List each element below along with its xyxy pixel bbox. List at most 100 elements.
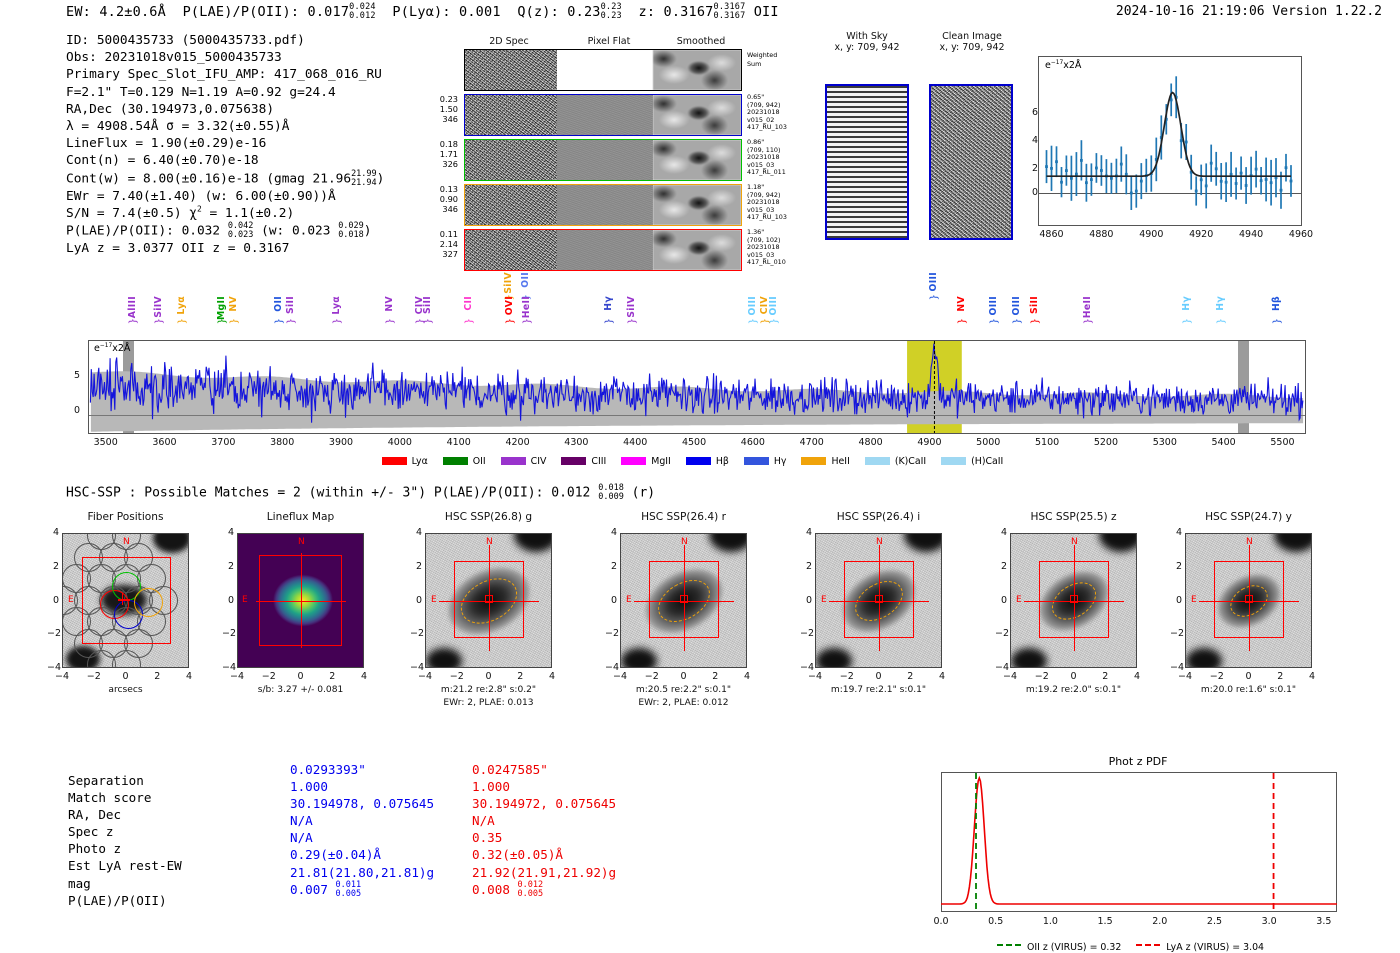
ew-value: 4.2±0.6Å <box>99 4 166 20</box>
spec2d-title-pixelflat: Pixel Flat <box>587 36 631 47</box>
info-ewr: EWr = 7.40(±1.40) (w: 6.00(±0.90))Å <box>66 188 336 204</box>
summary-header: EW: 4.2±0.6Å P(LAE)/P(OII): 0.017 0.024 0.… <box>66 3 779 21</box>
cutout-ytick: 4 <box>1000 527 1007 538</box>
row-label: Match score <box>68 790 152 806</box>
cutout-ytick: −2 <box>47 628 62 640</box>
cutout-xtick: −4 <box>807 671 822 682</box>
legend-dash <box>996 944 1021 946</box>
z-type: OII <box>753 4 779 20</box>
cutout-xtick: −2 <box>86 671 101 682</box>
photz-pdf-panel: Phot z PDF 0.0 0.5 1.0 1.5 2.0 2.5 3.0 3.5 OII … <box>933 755 1343 953</box>
spectrum-legend: Lyα OII CIV CIII MgII Hβ Hγ HeII (K)CaII (H)CaII <box>0 450 1400 469</box>
qz-range: 0.23 0.23 <box>600 2 622 21</box>
photz-xtick: 1.5 <box>1097 916 1113 927</box>
info-primary-amp: Primary Spec_Slot_IFU_AMP: 417_068_016_R… <box>66 67 382 83</box>
legend-label: Hγ <box>773 455 787 467</box>
spectrum-legend-item: Lyα <box>381 456 428 467</box>
cutout-xtick: −2 <box>839 671 854 682</box>
cutout-ytick: 4 <box>610 527 617 538</box>
legend-swatch <box>685 457 711 465</box>
cutout-title: HSC SSP(25.5) z <box>1030 511 1117 523</box>
cutout-ytick: −4 <box>410 662 425 673</box>
spectrum-xtick: 5300 <box>1152 437 1177 448</box>
cutout-ytick: 4 <box>415 527 422 538</box>
info-id: ID: 5000435733 (5000435733.pdf) <box>66 33 305 48</box>
row-value-red: N/A <box>472 813 495 829</box>
cutout-caption: s/b: 3.27 +/- 0.081 <box>257 685 344 695</box>
spectrum-legend-item: Hγ <box>743 455 787 467</box>
spectrum-xtick: 4400 <box>623 437 648 448</box>
cutout-ytick: 0 <box>805 594 812 606</box>
spectrum-legend-item: HeII <box>801 455 850 467</box>
info-params: F=2.1" T=0.129 N=1.19 A=0.92 g=24.4 <box>66 84 336 100</box>
line-plot-xtick: 4920 <box>1189 229 1214 240</box>
cutout-ytick: 4 <box>52 527 59 538</box>
cutout-ytick: −2 <box>995 628 1010 640</box>
info-obs: Obs: 20231018v015_5000435733 <box>66 50 282 66</box>
row-label: Est LyA rest-EW <box>68 858 182 874</box>
cutout-ytick: −2 <box>410 628 425 640</box>
info-cont-n: Cont(n) = 6.40(±0.70)e-18 <box>66 153 259 169</box>
cutout-xtick: −4 <box>612 671 627 682</box>
row-value-red: 0.008 0.012 0.005 <box>472 880 544 900</box>
spectrum-xtick: 5100 <box>1035 437 1060 448</box>
cutout-xtick: 0 <box>297 671 304 682</box>
spectrum-legend-item: Hβ <box>685 456 729 467</box>
row-value-blue: N/A <box>290 813 313 829</box>
clean-image-subtitle: x, y: 709, 942 <box>939 42 1005 53</box>
cutout-ytick: −4 <box>47 662 62 673</box>
cutout-ytick: 0 <box>1000 594 1007 606</box>
photz-xtick: 2.0 <box>1152 916 1168 927</box>
cutout-ytick: 2 <box>52 560 59 572</box>
spectrum-ytick: 0 <box>74 405 81 416</box>
info-lineflux: LineFlux = 1.90(±0.29)e-16 <box>66 136 267 152</box>
photz-xtick: 0.0 <box>933 916 949 927</box>
cutout-xtick: −4 <box>54 671 69 682</box>
clean-image-cutout <box>929 84 1013 240</box>
row-label: mag <box>68 875 91 891</box>
cutout-xtick: 0 <box>875 671 882 682</box>
cutout-xtick: 4 <box>360 671 368 682</box>
legend-label: HeII <box>831 455 850 467</box>
cutout-xtick: −4 <box>229 671 244 682</box>
legend-label: (H)CaII <box>971 455 1004 467</box>
photz-legend-item: OII z (VIRUS) = 0.32 <box>996 942 1121 953</box>
row-value-blue: 0.007 0.011 0.005 <box>290 880 362 900</box>
cutout-xtick: 4 <box>1133 671 1141 682</box>
plae-range: 0.024 0.012 <box>349 2 376 21</box>
legend-swatch <box>621 457 647 465</box>
cutout-ytick: −2 <box>222 628 237 640</box>
cutout-xtick: 2 <box>1102 671 1109 682</box>
spectrum-xtick: 3600 <box>152 437 177 448</box>
cutout-caption: m:21.2 re:2.8" s:0.2" <box>440 685 537 695</box>
info-wavelength: λ = 4908.54Å σ = 3.32(±0.55)Å <box>66 119 290 135</box>
cutout-xtick: −2 <box>449 671 464 682</box>
row-label: Separation <box>68 773 144 788</box>
row-value-blue: N/A <box>290 830 313 846</box>
cutout-xtick: −4 <box>417 671 432 682</box>
photz-svg <box>941 773 1337 911</box>
cutout-caption: arcsecs <box>108 685 143 695</box>
cutout-caption-2: EWr: 2, PLAE: 0.012 <box>638 698 729 708</box>
row-label: RA, Dec <box>68 807 122 823</box>
spectrum-xtick: 4100 <box>446 437 471 448</box>
spectrum-xtick: 3800 <box>270 437 295 448</box>
cutout-ytick: −4 <box>800 662 815 673</box>
spectrum-svg <box>89 341 1305 433</box>
cutout-title: HSC SSP(26.8) g <box>444 511 533 523</box>
cutout-ytick: 2 <box>227 560 234 572</box>
cutout-xtick: 4 <box>1308 671 1316 682</box>
photz-legend: OII z (VIRUS) = 0.32 LyA z (VIRUS) = 3.04 <box>933 933 1343 953</box>
photz-xtick: 0.5 <box>988 916 1004 927</box>
spectrum-xtick: 4300 <box>564 437 589 448</box>
spectrum-xtick: 4500 <box>681 437 707 448</box>
photz-xtick: 2.5 <box>1206 916 1223 927</box>
cutout-ytick: 4 <box>805 527 812 538</box>
